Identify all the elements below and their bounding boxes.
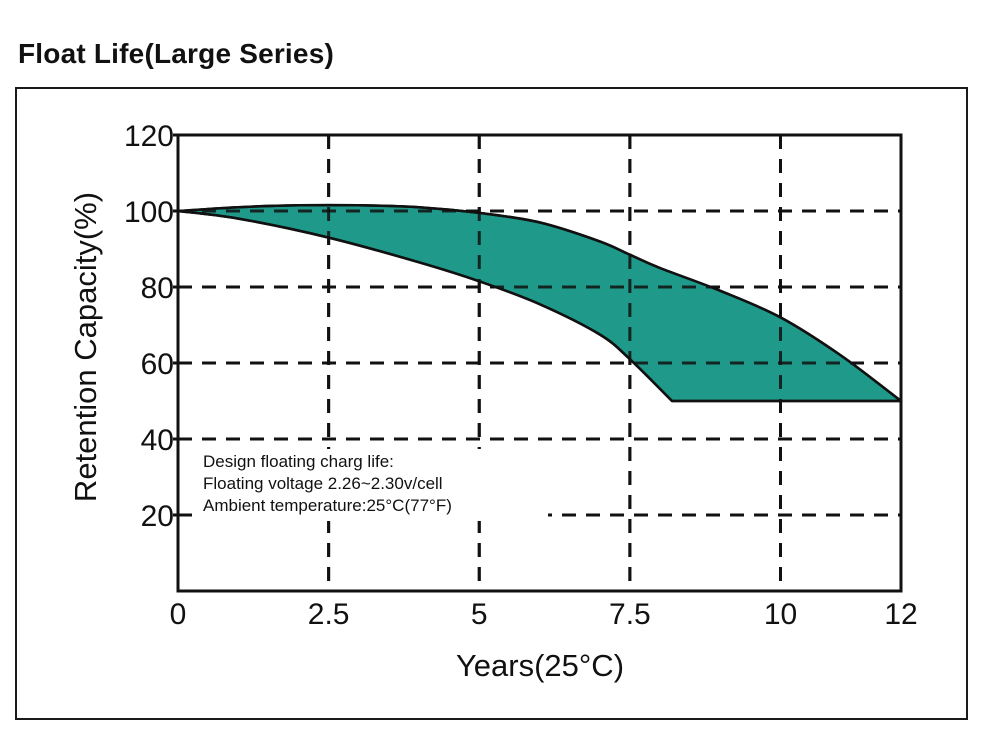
y-tick-label: 100: [124, 196, 174, 229]
y-tick-label: 120: [124, 120, 174, 153]
y-tick-label: 80: [141, 272, 174, 305]
annotation-line-2: Floating voltage 2.26~2.30v/cell: [203, 474, 443, 493]
annotation-background: [196, 449, 548, 521]
x-tick-label: 5: [471, 598, 488, 631]
x-tick-label: 12: [884, 598, 917, 631]
upper-bound-line: [177, 203, 902, 402]
x-tick-label: 7.5: [609, 598, 651, 631]
annotation-line-3: Ambient temperature:25°C(77°F): [203, 496, 452, 515]
x-tick-labels: 0 2.5 5 7.5 10 12: [170, 598, 918, 631]
chart-title: Float Life(Large Series): [18, 38, 334, 69]
x-axis-label: Years(25°C): [456, 648, 624, 683]
x-tick-label: 10: [764, 598, 797, 631]
y-axis-label: Retention Capacity(%): [68, 192, 103, 502]
lower-bound-line: [177, 209, 901, 403]
capacity-band: [176, 135, 903, 591]
annotation-line-1: Design floating charg life:: [203, 452, 394, 471]
y-tick-label: 60: [141, 348, 174, 381]
y-tick-label: 20: [141, 500, 174, 533]
chart-frame: [15, 87, 968, 720]
x-tick-label: 0: [170, 598, 187, 631]
x-tick-label: 2.5: [308, 598, 350, 631]
y-tick-label: 40: [141, 424, 174, 457]
axes: [173, 133, 903, 593]
y-tick-labels: 20 40 60 80 100 120: [124, 120, 174, 533]
